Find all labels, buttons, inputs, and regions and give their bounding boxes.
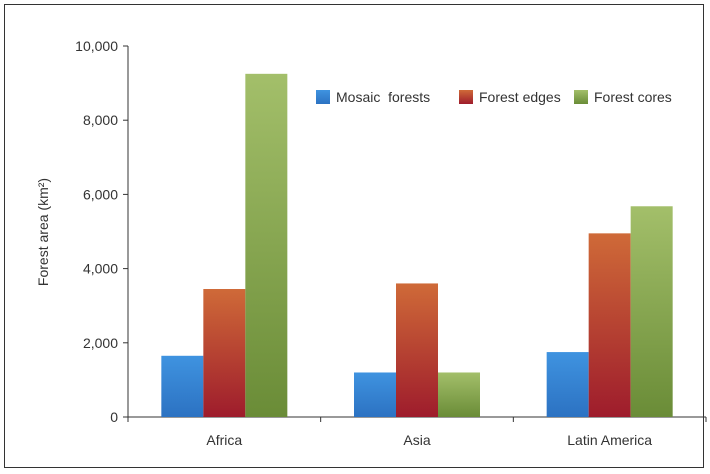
x-tick-label: Latin America: [567, 432, 652, 448]
y-tick-label: 10,000: [75, 38, 118, 54]
bar-africa-forest-cores: [245, 73, 288, 417]
y-tick-label: 8,000: [83, 112, 118, 128]
x-tick-label: Asia: [403, 432, 430, 448]
y-tick-label: 4,000: [83, 261, 118, 277]
legend-label-forest-cores: Forest cores: [594, 89, 672, 105]
y-axis-title: Forest area (km²): [35, 178, 51, 286]
bar-asia-forest-cores: [438, 372, 480, 417]
bar-latin-america-forest-cores: [630, 206, 673, 417]
x-axis: Africa Asia Latin America: [127, 416, 707, 448]
legend-swatch-forest-edges: [459, 90, 473, 104]
bar-africa-forest-edges: [203, 289, 246, 417]
bar-asia-forest-edges: [396, 283, 438, 417]
y-tick-label: 2,000: [83, 335, 118, 351]
bar-asia-mosaic-forests: [354, 372, 396, 417]
legend-swatch-mosaic-forests: [316, 90, 330, 104]
legend-swatch-forest-cores: [574, 90, 588, 104]
legend-label-forest-edges: Forest edges: [479, 89, 561, 105]
y-axis: 0 2,000 4,000 6,000 8,000 10,000: [75, 38, 129, 425]
y-tick-label: 0: [110, 409, 118, 425]
bar-latin-america-mosaic-forests: [546, 352, 589, 417]
y-tick-label: 6,000: [83, 186, 118, 202]
legend: Mosaic forests Forest edges Forest cores: [316, 89, 672, 105]
legend-label-mosaic-forests: Mosaic forests: [336, 89, 430, 105]
x-tick-label: Africa: [206, 432, 242, 448]
bar-latin-america-forest-edges: [588, 233, 631, 417]
bar-africa-mosaic-forests: [161, 355, 204, 417]
bars: [161, 73, 673, 417]
